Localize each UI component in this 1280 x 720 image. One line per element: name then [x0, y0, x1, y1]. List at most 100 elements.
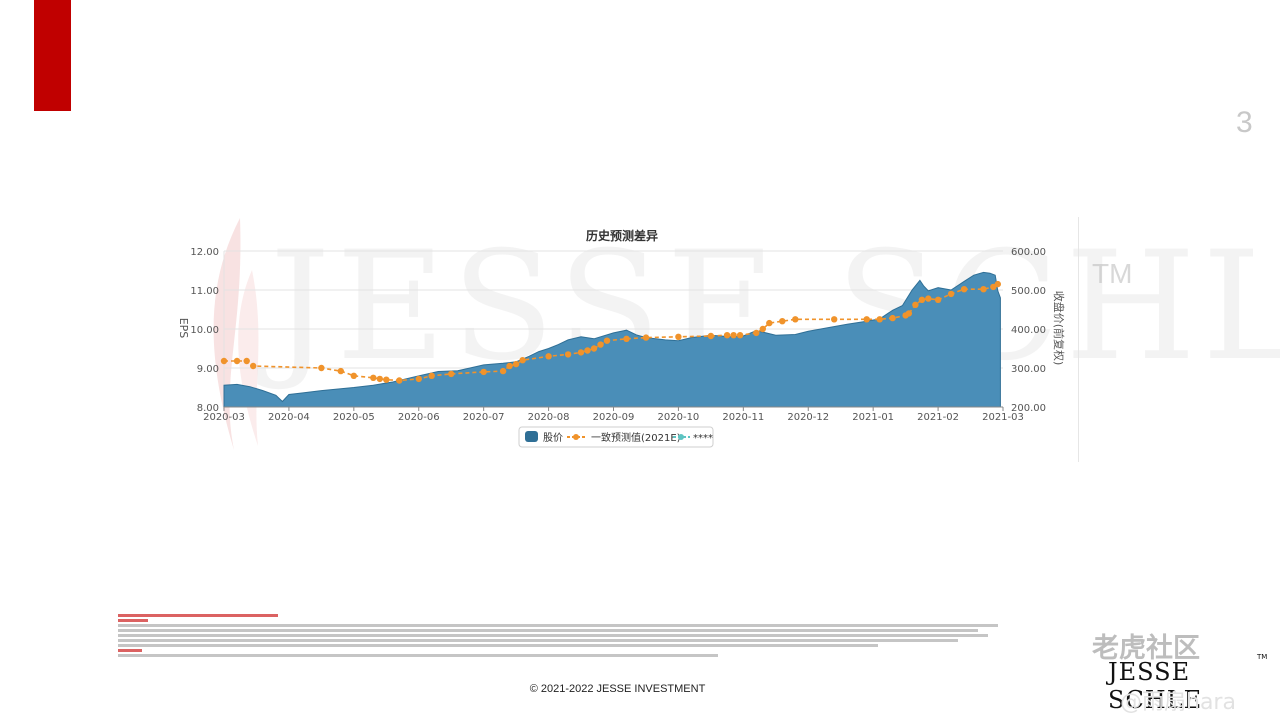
footer-logo-tm: TM: [1257, 653, 1268, 661]
disclaimer-line: [118, 614, 278, 617]
x-tick-label: 2020-09: [593, 412, 635, 423]
legend-item-consensus[interactable]: 一致预测值(2021E): [567, 431, 681, 444]
consensus-point: [603, 337, 611, 344]
legend-price-swatch: [525, 431, 538, 442]
y-left-tick-label: 11.00: [190, 286, 219, 297]
consensus-point: [564, 351, 572, 358]
consensus-point: [383, 376, 390, 383]
consensus-point: [545, 353, 552, 360]
disclaimer-fine-print: [118, 612, 998, 672]
consensus-point: [250, 362, 257, 370]
chart-panel: 历史预测差异 8.00 9.00 10.00 11.00 12.00 200.00 300.…: [180, 217, 1080, 462]
x-tick-label: 2021-03: [982, 412, 1024, 423]
community-watermark: 老虎社区: [1092, 633, 1200, 664]
consensus-point: [318, 364, 325, 372]
chart-axes: 8.00 9.00 10.00 11.00 12.00 200.00 300.00 400.0…: [190, 247, 1046, 423]
y-right-tick-label: 400.00: [1011, 325, 1046, 336]
consensus-point: [736, 332, 744, 339]
disclaimer-line: [118, 654, 718, 657]
consensus-point: [499, 367, 507, 375]
legend-third-marker: [678, 434, 684, 440]
page-number: 3: [1236, 106, 1253, 139]
x-tick-label: 2020-08: [528, 412, 570, 423]
consensus-point: [512, 360, 520, 368]
consensus-point: [753, 329, 760, 337]
consensus-point: [863, 316, 870, 323]
y-left-tick-label: 12.00: [190, 247, 219, 258]
consensus-point: [912, 301, 919, 308]
consensus-point: [480, 368, 487, 376]
x-tick-label: 2021-01: [852, 412, 894, 423]
y-left-tick-label: 9.00: [197, 364, 219, 375]
copyright-notice: © 2021-2022 JESSE INVESTMENT: [529, 683, 706, 695]
footer-logo: JESSE SCHLE: [1108, 658, 1203, 714]
disclaimer-line: [118, 629, 978, 632]
consensus-point: [934, 296, 942, 303]
consensus-point: [766, 319, 773, 327]
disclaimer-line: [118, 619, 148, 622]
consensus-point: [831, 316, 838, 323]
disclaimer-line: [118, 644, 878, 647]
consensus-point: [918, 296, 926, 303]
y-right-tick-label: 600.00: [1011, 247, 1046, 258]
consensus-point: [779, 318, 786, 325]
history-forecast-chart: 历史预测差异 8.00 9.00 10.00 11.00 12.00 200.00 300.…: [180, 228, 1066, 448]
consensus-point: [597, 341, 604, 348]
x-tick-label: 2020-12: [787, 412, 829, 423]
price-area-series: [223, 271, 1001, 408]
legend-box: [518, 426, 714, 448]
consensus-point: [642, 334, 650, 341]
x-tick-label: 2020-10: [658, 412, 700, 423]
consensus-point: [396, 377, 403, 384]
consensus-point: [792, 316, 799, 323]
consensus-point: [590, 345, 598, 352]
disclaimer-line: [118, 624, 998, 627]
legend-item-price[interactable]: 股价: [525, 431, 563, 444]
consensus-point: [994, 280, 1001, 288]
panel-divider: [1078, 217, 1079, 462]
chart-title: 历史预测差异: [586, 228, 658, 243]
consensus-point: [723, 332, 731, 339]
consensus-point: [337, 367, 344, 375]
x-tick-label: 2020-04: [268, 412, 310, 423]
consensus-point: [350, 372, 357, 379]
consensus-point: [675, 333, 682, 340]
y-left-tick-label: 10.00: [190, 325, 219, 336]
x-tick-label: 2020-03: [203, 412, 245, 423]
consensus-point: [960, 286, 968, 293]
consensus-point: [376, 375, 383, 383]
consensus-point: [876, 316, 883, 323]
x-tick-label: 2020-06: [398, 412, 440, 423]
consensus-point: [448, 370, 455, 378]
x-tick-label: 2020-07: [463, 412, 505, 423]
consensus-point: [759, 325, 766, 333]
consensus-point: [243, 357, 250, 365]
x-tick-label: 2020-05: [333, 412, 375, 423]
consensus-point: [584, 347, 591, 354]
legend-consensus-marker: [573, 434, 579, 440]
consensus-point: [233, 357, 241, 365]
consensus-point: [707, 332, 715, 340]
consensus-point: [889, 314, 896, 322]
consensus-point: [925, 295, 932, 302]
y-right-tick-label: 200.00: [1011, 403, 1046, 414]
consensus-point: [428, 372, 435, 379]
y-right-tick-label: 500.00: [1011, 286, 1046, 297]
consensus-point: [506, 362, 513, 370]
consensus-point: [980, 286, 987, 293]
consensus-point: [905, 310, 913, 317]
consensus-point: [370, 374, 377, 381]
watermark-tm: TM: [1092, 258, 1133, 289]
consensus-point: [730, 332, 737, 339]
legend-item-third[interactable]: ****: [673, 433, 713, 444]
y-right-tick-label: 300.00: [1011, 364, 1046, 375]
y-left-tick-label: 8.00: [197, 403, 219, 414]
consensus-point: [220, 357, 228, 365]
legend-consensus-label: 一致预测值(2021E): [591, 431, 681, 444]
disclaimer-line: [118, 634, 988, 637]
chart-legend: 股价 一致预测值(2021E) ****: [518, 426, 714, 448]
x-tick-label: 2021-02: [917, 412, 959, 423]
consensus-point: [623, 335, 630, 342]
consensus-point: [519, 357, 526, 364]
disclaimer-line: [118, 649, 142, 652]
